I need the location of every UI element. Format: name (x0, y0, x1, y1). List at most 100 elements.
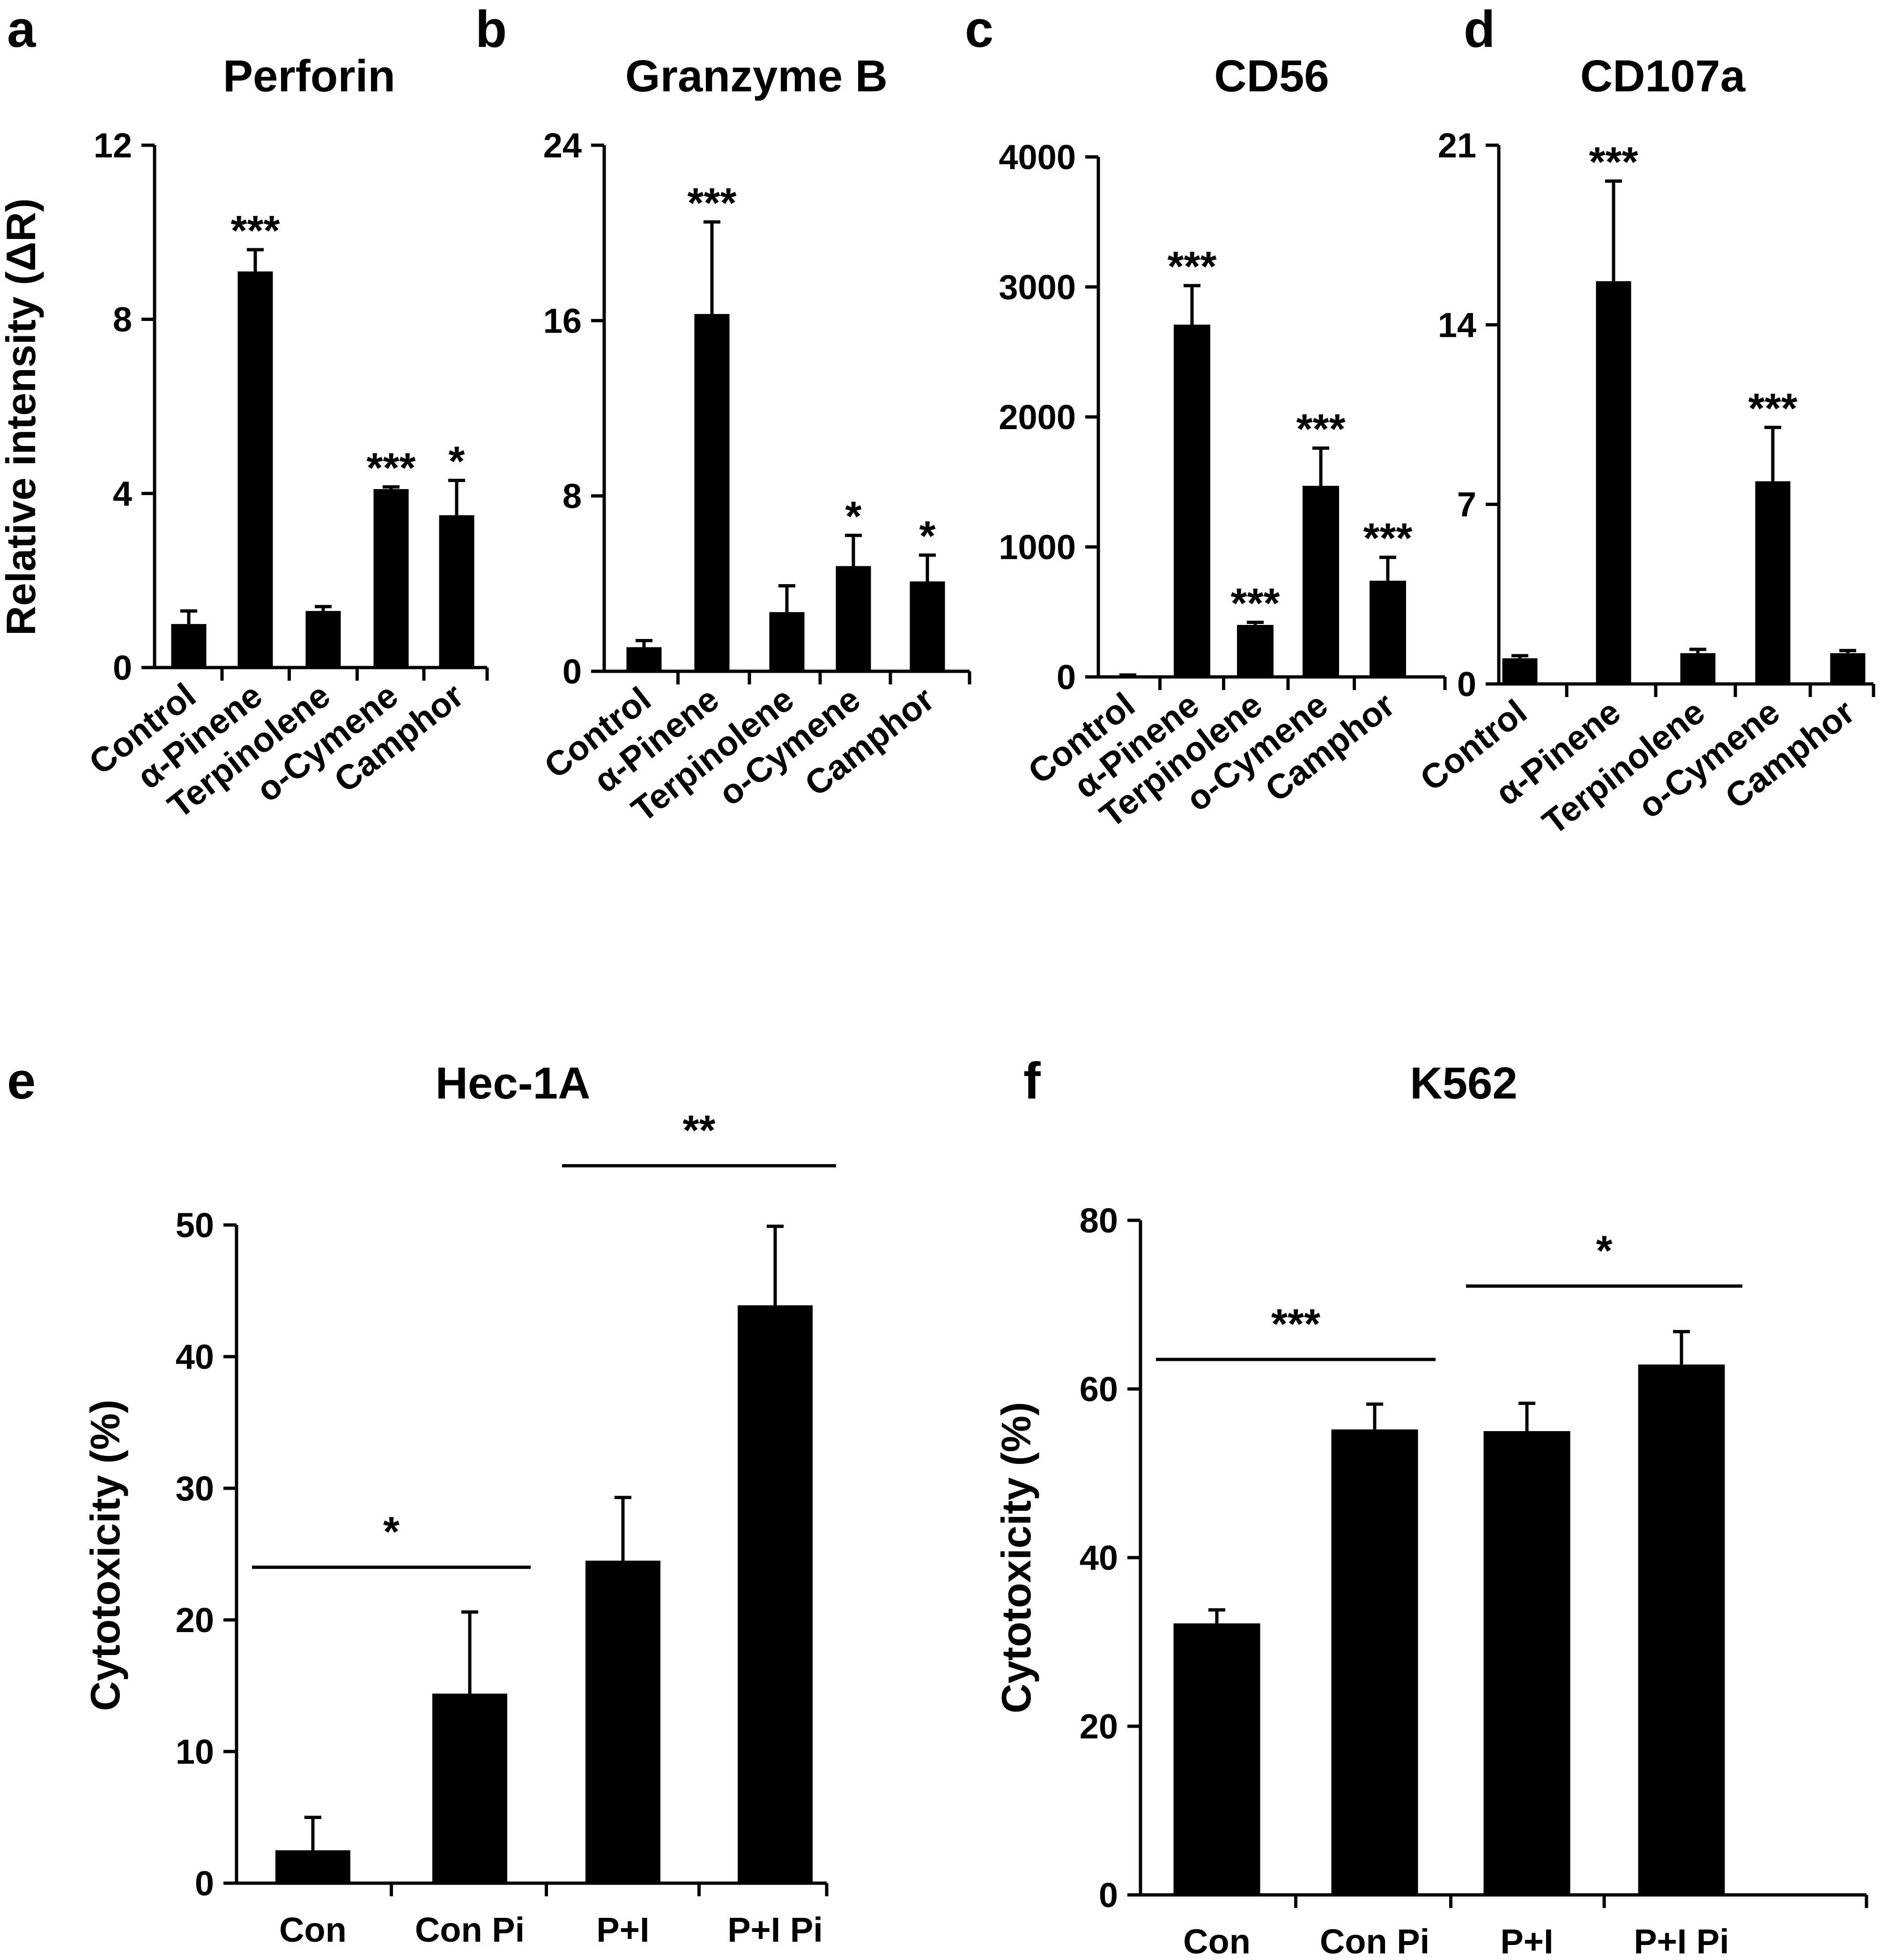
bar (1237, 625, 1274, 677)
bar (1331, 1429, 1418, 1895)
significance-label: *** (687, 180, 736, 227)
x-tick-label: P+I (1500, 1922, 1553, 1960)
y-tick-label: 40 (176, 1337, 214, 1376)
y-tick-label: 2000 (999, 398, 1076, 437)
y-tick-label: 24 (543, 126, 582, 165)
bar (237, 271, 273, 668)
significance-label: * (1596, 1227, 1612, 1274)
bar (910, 581, 945, 671)
bar (1830, 653, 1866, 684)
bar (1502, 658, 1538, 684)
chart-title: CD107a (1580, 51, 1746, 101)
significance-label: * (845, 493, 861, 540)
bar (1173, 1623, 1260, 1895)
y-axis-label: Relative intensity (ΔR) (0, 198, 44, 636)
bar (171, 624, 207, 668)
y-tick-label: 40 (1080, 1538, 1118, 1577)
y-tick-label: 4 (113, 474, 132, 513)
chart-title: Hec-1A (436, 1058, 591, 1108)
chart-title: CD56 (1214, 51, 1329, 101)
panel-letter: d (1464, 0, 1495, 58)
y-tick-label: 8 (563, 477, 582, 516)
bar (585, 1560, 660, 1883)
significance-label: *** (1167, 244, 1216, 290)
y-tick-label: 21 (1438, 126, 1476, 165)
bar (373, 489, 409, 668)
significance-label: *** (230, 208, 280, 254)
bar (769, 612, 805, 671)
chart-panel-d: dCD107a071421Control***α-PineneTerpinole… (1413, 0, 1875, 842)
y-tick-label: 50 (176, 1206, 214, 1245)
significance-label: *** (1296, 406, 1345, 453)
bar (694, 314, 730, 671)
y-tick-label: 10 (176, 1732, 214, 1771)
chart-title: Perforin (223, 51, 395, 101)
significance-label: ** (682, 1107, 715, 1154)
y-tick-label: 20 (176, 1601, 214, 1640)
y-tick-label: 8 (113, 300, 132, 339)
y-tick-label: 4000 (999, 138, 1076, 177)
y-tick-label: 0 (563, 652, 582, 691)
bar (1596, 281, 1631, 684)
significance-label: *** (1748, 385, 1797, 432)
y-tick-label: 3000 (999, 268, 1076, 307)
x-tick-label: Con (1183, 1922, 1251, 1960)
panel-letter: b (475, 0, 507, 58)
y-tick-label: 60 (1080, 1370, 1118, 1409)
bar (305, 611, 341, 668)
y-axis-label: Cytotoxicity (%) (82, 1400, 128, 1711)
bar (275, 1850, 350, 1883)
y-tick-label: 20 (1080, 1707, 1118, 1746)
x-tick-label: P+I (596, 1910, 649, 1949)
significance-label: *** (1363, 515, 1412, 562)
panel-letter: a (7, 0, 36, 58)
chart-panel-e: e Hec-1A 0 10 20 30 40 50 Cytotoxicity (%) Con Con… (7, 1052, 836, 1949)
chart-title: K562 (1410, 1058, 1518, 1108)
bar (1370, 580, 1406, 677)
x-tick-label: P+I Pi (727, 1910, 823, 1949)
chart-title: Granzyme B (625, 51, 888, 101)
bar (1638, 1364, 1725, 1895)
y-tick-label: 0 (1457, 665, 1476, 704)
bar (1680, 653, 1716, 684)
bar (432, 1693, 507, 1883)
bar (1483, 1431, 1570, 1895)
x-tick-label: P+I Pi (1634, 1922, 1729, 1960)
bar (1174, 324, 1210, 677)
x-tick-label: Con Pi (415, 1910, 525, 1949)
y-tick-label: 80 (1080, 1201, 1118, 1240)
y-tick-label: 0 (1057, 658, 1076, 697)
bar (836, 566, 871, 671)
x-tick-label: Con (279, 1910, 347, 1949)
significance-label: * (919, 513, 935, 560)
y-tick-label: 30 (176, 1469, 214, 1508)
significance-label: *** (1271, 1301, 1320, 1348)
panel-letter: e (7, 1052, 36, 1110)
significance-label: *** (1589, 139, 1638, 186)
y-tick-label: 1000 (999, 528, 1076, 567)
chart-panel-f: f K562 0 20 40 60 80 Cytotoxicity (%) Con Con Pi P… (993, 1052, 1868, 1960)
panel-letter: f (1023, 1052, 1041, 1110)
bar (1303, 486, 1339, 677)
significance-label: *** (1230, 580, 1280, 627)
y-axis-label: Cytotoxicity (%) (993, 1402, 1039, 1714)
y-tick-label: 0 (113, 648, 132, 687)
significance-label: *** (366, 445, 415, 491)
y-tick-label: 0 (1099, 1876, 1118, 1915)
y-tick-label: 16 (543, 301, 582, 340)
bar (1755, 481, 1791, 684)
y-tick-label: 0 (195, 1864, 214, 1903)
significance-label: * (448, 438, 465, 485)
chart-panel-c: cCD5601000200030004000Control***α-Pinene… (965, 0, 1447, 835)
bar (439, 515, 474, 668)
y-tick-label: 7 (1457, 485, 1476, 524)
y-tick-label: 12 (94, 126, 132, 165)
bar (626, 647, 662, 671)
significance-label: * (383, 1509, 400, 1556)
panel-letter: c (965, 0, 993, 58)
y-tick-label: 14 (1438, 305, 1476, 344)
bar (738, 1305, 813, 1883)
